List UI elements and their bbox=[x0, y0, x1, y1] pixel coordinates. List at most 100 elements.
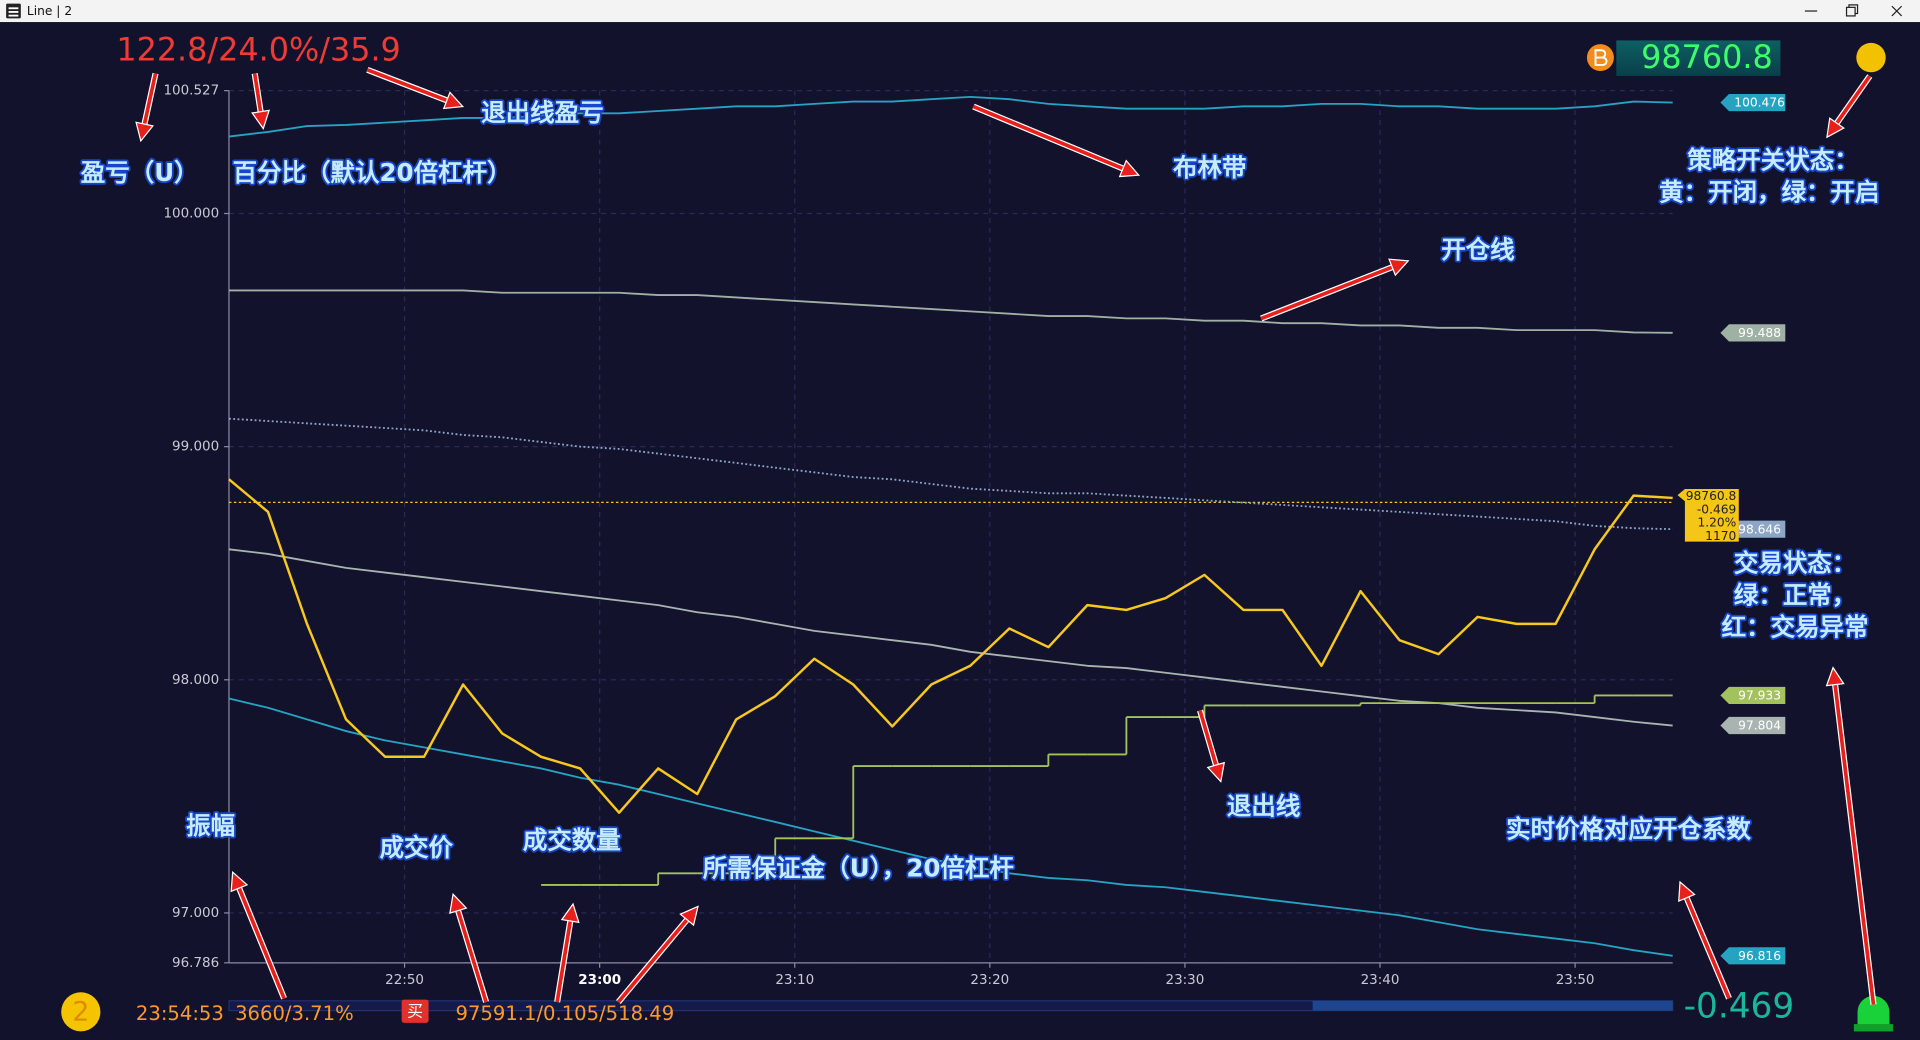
arrow-head bbox=[1825, 666, 1845, 687]
current-price-display: 98760.8 bbox=[1641, 38, 1773, 76]
amplitude: 3660/3.71% bbox=[235, 1002, 354, 1025]
arrow-shaft bbox=[1684, 897, 1731, 1000]
minimize-button[interactable] bbox=[1790, 0, 1832, 22]
close-button[interactable] bbox=[1873, 0, 1920, 22]
series-line bbox=[228, 95, 1673, 138]
annotation: 百分比（默认20倍杠杆） bbox=[233, 158, 512, 187]
series-line bbox=[228, 478, 1673, 814]
arrow-shaft bbox=[1835, 74, 1872, 125]
badge-circle bbox=[61, 992, 101, 1032]
annotation: 成交数量 bbox=[523, 826, 621, 855]
arrow-head bbox=[442, 91, 465, 110]
end-tag-label: 97.933 bbox=[1738, 689, 1781, 703]
x-tick-label: 22:50 bbox=[385, 972, 424, 988]
x-tick-label: 23:30 bbox=[1166, 972, 1205, 988]
end-tag bbox=[1720, 716, 1786, 735]
arrow-shaft bbox=[1260, 265, 1393, 321]
arrow-head bbox=[1388, 258, 1410, 277]
arrow-shaft bbox=[555, 920, 573, 1003]
arrow-shaft bbox=[1833, 684, 1876, 1005]
end-tag-label: 98.646 bbox=[1738, 522, 1781, 536]
clock-time: 23:54:53 bbox=[136, 1002, 224, 1025]
annotation: 绿：正常， bbox=[1734, 581, 1856, 610]
annotation: 交易状态： bbox=[1734, 549, 1856, 578]
y-tick-label: 99.000 bbox=[172, 439, 219, 455]
x-tick-label: 23:10 bbox=[775, 972, 814, 988]
end-tag bbox=[1720, 93, 1786, 112]
annotation: 红：交易异常 bbox=[1722, 612, 1869, 641]
annotation: 所需保证金（U），20倍杠杆 bbox=[703, 854, 1014, 883]
annotation: 实时价格对应开仓系数 bbox=[1506, 815, 1751, 844]
annotation: 振幅 bbox=[186, 811, 235, 840]
arrow-shaft bbox=[237, 887, 286, 1000]
y-tick-label: 97.000 bbox=[172, 905, 219, 921]
annotation: 退出线盈亏 bbox=[481, 98, 603, 127]
end-tag-label: 97.804 bbox=[1738, 719, 1781, 733]
badge-number: 2 bbox=[72, 997, 89, 1028]
arrow-head bbox=[1678, 880, 1696, 903]
annotation-arrows bbox=[135, 66, 1877, 1005]
x-tick-label: 23:40 bbox=[1361, 972, 1400, 988]
annotation: 退出线 bbox=[1227, 791, 1301, 820]
arrow-head bbox=[679, 905, 699, 927]
open-coefficient: -0.469 bbox=[1684, 987, 1794, 1027]
arrow-shaft bbox=[142, 73, 158, 125]
y-tick-label: 98.000 bbox=[172, 672, 219, 688]
annotation: 黄：开闭，绿：开启 bbox=[1659, 178, 1879, 207]
end-tag bbox=[1720, 686, 1786, 704]
series-line bbox=[228, 289, 1673, 334]
price-box-line: 98760.8 bbox=[1686, 489, 1737, 503]
price-box-line: 1170 bbox=[1705, 529, 1736, 543]
arrow-shaft bbox=[252, 73, 263, 112]
trade-side: 买 bbox=[407, 1001, 423, 1020]
end-tag bbox=[1720, 947, 1786, 965]
x-tick-label: 23:00 bbox=[578, 972, 621, 988]
arrow-shaft bbox=[616, 918, 689, 1004]
series-line bbox=[228, 697, 1673, 957]
app-icon bbox=[6, 3, 21, 19]
price-box bbox=[1677, 488, 1739, 542]
annotation: 开仓线 bbox=[1441, 235, 1515, 264]
arrow-head bbox=[251, 109, 270, 130]
strategy-switch-status[interactable] bbox=[1856, 42, 1886, 73]
title-bar bbox=[0, 0, 1920, 23]
arrow-shaft bbox=[456, 910, 488, 1003]
last-trade: 97591.1/0.105/518.49 bbox=[456, 1002, 675, 1025]
y-tick-label: 100.527 bbox=[163, 83, 219, 99]
y-tick-label: 96.786 bbox=[172, 955, 219, 971]
arrow-head bbox=[230, 870, 249, 893]
arrow-head bbox=[1826, 117, 1845, 139]
x-tick-label: 23:20 bbox=[970, 972, 1009, 988]
arrow-head bbox=[135, 121, 154, 143]
end-tag-label: 99.488 bbox=[1738, 326, 1781, 340]
arrow-head bbox=[1206, 761, 1225, 783]
restore-button[interactable] bbox=[1832, 0, 1874, 22]
pnl-summary: 122.8/24.0%/35.9 bbox=[116, 30, 400, 68]
end-tag-label: 100.476 bbox=[1734, 96, 1785, 110]
price-display-box bbox=[1616, 40, 1781, 76]
x-tick-label: 23:50 bbox=[1556, 972, 1595, 988]
arrow-shaft bbox=[972, 104, 1124, 171]
arrow-head bbox=[560, 902, 580, 924]
side-badge bbox=[401, 999, 429, 1023]
arrow-head bbox=[1118, 159, 1141, 178]
annotation: 成交价 bbox=[380, 833, 454, 862]
progress-fill bbox=[1312, 1000, 1673, 1011]
bitcoin-icon bbox=[1586, 44, 1614, 72]
plot-area: 96.786 97.000 98.000 99.000 100.000 100.527 22… bbox=[163, 83, 1786, 988]
annotation: 布林带 bbox=[1173, 153, 1246, 182]
series-line bbox=[228, 417, 1673, 531]
end-tag bbox=[1720, 324, 1786, 342]
annotation: 盈亏（U） bbox=[81, 158, 199, 187]
price-box-line: 1.20% bbox=[1697, 516, 1736, 530]
annotation: 策略开关状态： bbox=[1687, 146, 1858, 175]
arrow-shaft bbox=[1198, 709, 1218, 766]
arrow-shaft bbox=[366, 68, 448, 103]
arrow-head bbox=[449, 892, 468, 915]
end-tag-label: 96.816 bbox=[1738, 949, 1781, 963]
y-tick-label: 100.000 bbox=[163, 206, 219, 222]
price-box-line: -0.469 bbox=[1697, 502, 1736, 516]
window-title: Line | 2 bbox=[27, 4, 72, 19]
